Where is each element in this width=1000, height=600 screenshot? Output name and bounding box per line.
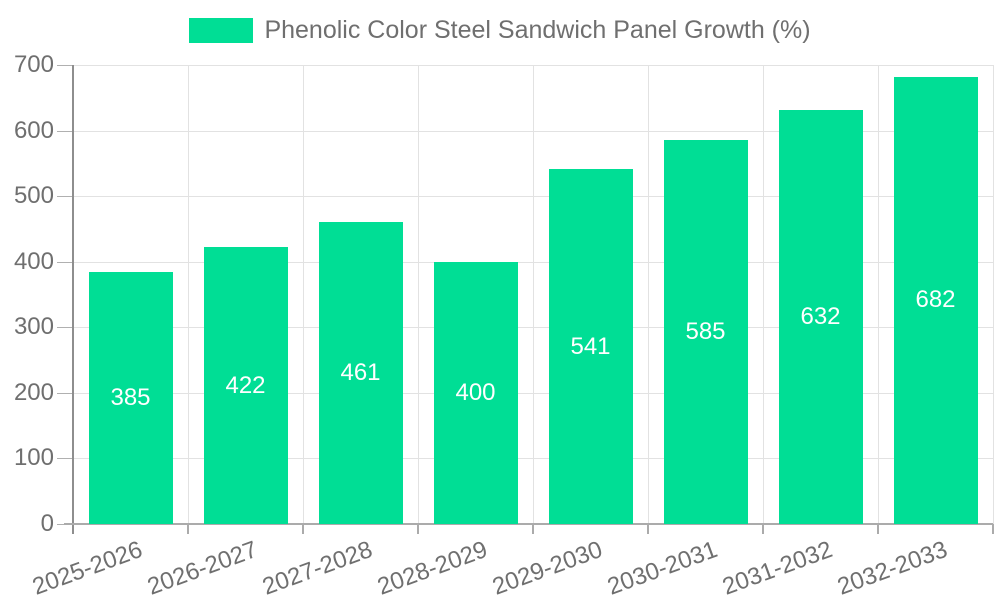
x-tick-mark — [532, 524, 534, 534]
x-tick-label: 2032-2033 — [833, 536, 951, 600]
y-tick-mark — [57, 196, 72, 197]
x-tick-mark — [762, 524, 764, 534]
bar-value-label: 682 — [915, 286, 956, 314]
v-gridline — [648, 65, 649, 524]
bar-value-label: 422 — [225, 371, 266, 399]
y-tick-label: 100 — [13, 444, 54, 471]
legend-label: Phenolic Color Steel Sandwich Panel Grow… — [264, 16, 811, 44]
legend[interactable]: Phenolic Color Steel Sandwich Panel Grow… — [0, 14, 1000, 46]
x-tick-label: 2031-2032 — [718, 536, 836, 600]
bar[interactable] — [893, 76, 978, 524]
legend-swatch — [189, 17, 254, 43]
y-tick-label: 400 — [13, 248, 54, 275]
bar[interactable] — [203, 247, 288, 524]
x-tick-label: 2029-2030 — [488, 536, 606, 600]
bar-value-label: 400 — [455, 378, 496, 406]
bar-value-label: 461 — [340, 358, 381, 386]
bar-value-label: 385 — [110, 383, 151, 411]
x-tick-mark — [877, 524, 879, 534]
x-tick-label: 2030-2031 — [603, 536, 721, 600]
y-tick-mark — [57, 65, 72, 66]
y-tick-mark — [57, 327, 72, 328]
y-tick-mark — [57, 458, 72, 459]
x-tick-mark — [302, 524, 304, 534]
bar[interactable] — [778, 109, 863, 524]
x-tick-mark — [187, 524, 189, 534]
y-tick-label: 600 — [13, 117, 54, 144]
v-gridline — [993, 65, 994, 524]
v-gridline — [533, 65, 534, 524]
v-gridline — [763, 65, 764, 524]
y-axis-line — [72, 65, 74, 534]
x-tick-mark — [417, 524, 419, 534]
v-gridline — [188, 65, 189, 524]
x-tick-label: 2025-2026 — [28, 536, 146, 600]
x-tick-label: 2026-2027 — [143, 536, 261, 600]
y-tick-label: 300 — [13, 313, 54, 340]
bar-value-label: 585 — [685, 318, 726, 346]
y-tick-mark — [57, 262, 72, 263]
bar-value-label: 541 — [570, 332, 611, 360]
x-axis-line — [64, 523, 993, 525]
bar-value-label: 632 — [800, 302, 841, 330]
bar[interactable] — [318, 221, 403, 524]
bar[interactable] — [548, 169, 633, 524]
bar[interactable] — [663, 140, 748, 524]
x-tick-mark — [992, 524, 994, 534]
y-tick-label: 0 — [40, 510, 54, 537]
bar[interactable] — [433, 261, 518, 524]
y-tick-label: 500 — [13, 182, 54, 209]
v-gridline — [303, 65, 304, 524]
x-tick-label: 2027-2028 — [258, 536, 376, 600]
y-tick-mark — [57, 131, 72, 132]
v-gridline — [878, 65, 879, 524]
y-tick-label: 200 — [13, 379, 54, 406]
y-tick-mark — [57, 393, 72, 394]
x-tick-mark — [647, 524, 649, 534]
y-tick-label: 700 — [13, 51, 54, 78]
bar[interactable] — [88, 271, 173, 524]
x-tick-label: 2028-2029 — [373, 536, 491, 600]
v-gridline — [418, 65, 419, 524]
